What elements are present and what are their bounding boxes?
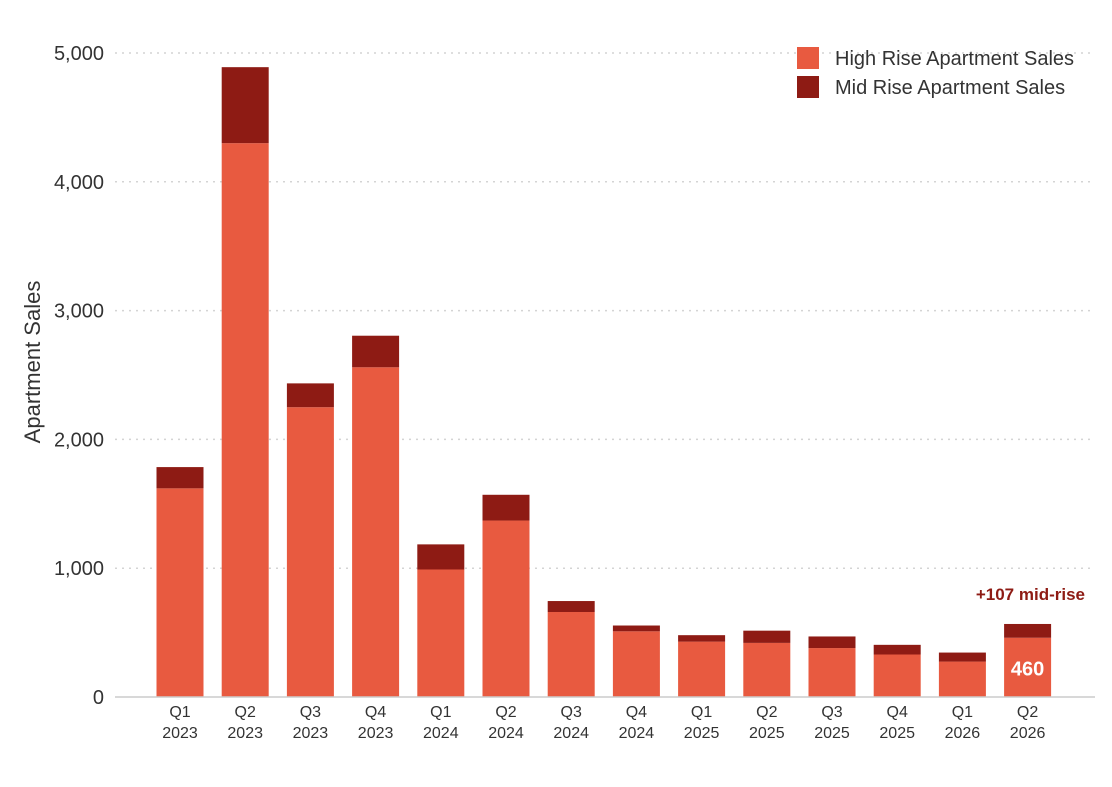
bar-mid-rise <box>743 630 791 643</box>
bar-mid-rise <box>482 494 530 521</box>
bar-mid-rise <box>873 644 921 655</box>
x-tick-label: Q4 <box>887 704 908 721</box>
bar-mid-rise <box>678 635 726 642</box>
x-tick-label: Q3 <box>300 704 321 721</box>
legend-label-mid-rise: Mid Rise Apartment Sales <box>835 77 1065 99</box>
bar-high-rise <box>417 569 465 697</box>
legend: High Rise Apartment Sales Mid Rise Apartm… <box>797 47 1074 99</box>
bar-mid-rise <box>547 601 595 612</box>
x-tick-label: Q2 <box>495 704 516 721</box>
bar-high-rise <box>482 520 530 697</box>
bar-high-rise <box>156 488 204 697</box>
x-tick-label: Q1 <box>169 704 190 721</box>
x-tick-label: 2023 <box>293 725 329 742</box>
x-tick-label: 2023 <box>358 725 394 742</box>
bar-mid-rise <box>286 383 334 408</box>
bar-high-rise <box>1004 637 1052 697</box>
bar-mid-rise <box>1004 623 1052 638</box>
x-tick-label: Q2 <box>235 704 256 721</box>
x-tick-label: Q3 <box>561 704 582 721</box>
bar-high-rise <box>743 642 791 697</box>
bar-mid-rise <box>612 625 660 632</box>
x-tick-label: 2024 <box>619 725 655 742</box>
x-tick-label: Q1 <box>691 704 712 721</box>
bar-high-rise <box>612 631 660 697</box>
y-tick-label: 3,000 <box>54 301 104 323</box>
x-tick-label: 2025 <box>684 725 720 742</box>
x-tick-label: 2025 <box>879 725 915 742</box>
y-tick-label: 0 <box>93 687 104 709</box>
bar-high-rise <box>352 367 400 697</box>
bar-high-rise <box>221 143 269 697</box>
bar-mid-rise <box>352 335 400 368</box>
x-axis-ticks: Q1 2023 Q2 2023 Q3 2023 Q4 2023 Q1 2024 Q2 2024 Q3 20… <box>162 704 1045 742</box>
bar-high-rise <box>286 407 334 697</box>
x-tick-label: 2025 <box>814 725 850 742</box>
y-axis-title: Apartment Sales <box>20 281 45 444</box>
x-tick-label: Q2 <box>756 704 777 721</box>
bar-mid-rise <box>156 467 204 489</box>
y-axis-ticks: 0 1,000 2,000 3,000 4,000 5,000 <box>54 43 104 709</box>
y-tick-label: 5,000 <box>54 43 104 65</box>
bar-high-rise <box>547 611 595 697</box>
x-tick-label: 2026 <box>945 725 981 742</box>
x-tick-label: Q1 <box>952 704 973 721</box>
x-tick-label: Q2 <box>1017 704 1038 721</box>
x-tick-label: 2024 <box>553 725 589 742</box>
y-tick-label: 4,000 <box>54 172 104 194</box>
x-tick-label: 2024 <box>488 725 524 742</box>
bar-high-rise <box>808 648 856 697</box>
bar-high-rise <box>678 641 726 697</box>
legend-swatch-high-rise <box>797 47 819 69</box>
y-tick-label: 1,000 <box>54 558 104 580</box>
x-tick-label: Q4 <box>365 704 386 721</box>
bars <box>156 67 1052 697</box>
annotation-mid-rise: +107 mid-rise <box>976 585 1085 604</box>
bar-mid-rise <box>221 67 269 144</box>
gridlines <box>115 52 1095 569</box>
legend-swatch-mid-rise <box>797 76 819 98</box>
y-tick-label: 2,000 <box>54 429 104 451</box>
x-tick-label: 2026 <box>1010 725 1046 742</box>
x-tick-label: Q3 <box>821 704 842 721</box>
bar-mid-rise <box>938 652 986 662</box>
bar-mid-rise <box>808 636 856 649</box>
bar-high-rise <box>938 661 986 697</box>
annotations: +107 mid-rise 460 <box>976 585 1085 680</box>
x-tick-label: 2023 <box>162 725 198 742</box>
x-tick-label: Q4 <box>626 704 647 721</box>
x-tick-label: 2024 <box>423 725 459 742</box>
x-tick-label: 2025 <box>749 725 785 742</box>
bar-high-rise <box>873 654 921 697</box>
bar-value-label: 460 <box>1011 658 1044 680</box>
bar-mid-rise <box>417 544 465 570</box>
legend-label-high-rise: High Rise Apartment Sales <box>835 48 1074 70</box>
x-tick-label: 2023 <box>227 725 263 742</box>
x-tick-label: Q1 <box>430 704 451 721</box>
